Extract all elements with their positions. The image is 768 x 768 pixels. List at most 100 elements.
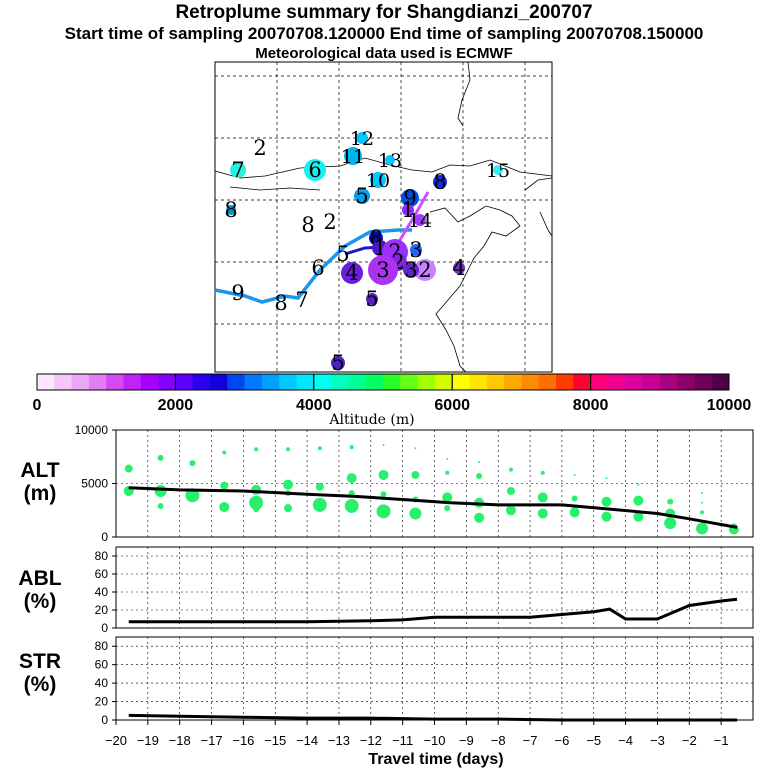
y-tick-label: 0 xyxy=(101,621,108,635)
map-marker-dot xyxy=(354,188,370,204)
colorbar-cell xyxy=(227,374,245,390)
map-marker-dot xyxy=(414,259,436,281)
altitude-point xyxy=(315,482,324,491)
altitude-point xyxy=(283,504,292,513)
x-tick-label: −16 xyxy=(232,733,254,748)
colorbar-cell xyxy=(677,374,695,390)
colorbar-cell xyxy=(54,374,72,390)
map-marker-label: 12 xyxy=(350,128,374,150)
colorbar-cell xyxy=(469,374,488,390)
colorbar-cell xyxy=(175,374,193,390)
map-marker-label: 1 xyxy=(401,198,414,222)
map-marker-label: 4 xyxy=(452,256,465,280)
map-marker-label: 6 xyxy=(308,158,321,182)
map-marker-dot xyxy=(331,356,345,370)
altitude-point xyxy=(376,504,391,519)
altitude-point xyxy=(696,522,709,535)
altitude-point xyxy=(189,460,196,467)
x-tick-label: −17 xyxy=(201,733,223,748)
map-marker-label: 6 xyxy=(311,256,324,280)
altitude-point xyxy=(633,495,644,506)
colorbar-cell xyxy=(573,374,591,390)
x-tick-label: −11 xyxy=(392,733,413,748)
altitude-point xyxy=(601,496,612,507)
colorbar-cell xyxy=(607,374,626,390)
colorbar-cell xyxy=(642,374,661,390)
altitude-point xyxy=(317,446,322,451)
altitude-point xyxy=(505,505,516,516)
colorbar-tick-label: 0 xyxy=(33,397,42,414)
colorbar-cell xyxy=(244,374,263,390)
map-marker-label: 8 xyxy=(301,213,314,237)
colorbar-tick-label: 4000 xyxy=(296,397,332,414)
x-axis-label: Travel time (days) xyxy=(368,751,503,768)
colorbar-cell xyxy=(88,374,107,390)
map-marker-dot xyxy=(341,262,363,284)
str-label: STR xyxy=(19,650,61,673)
altitude-point xyxy=(251,484,262,495)
abl-line xyxy=(128,597,738,624)
x-tick-label: −7 xyxy=(523,733,538,748)
map-marker-dot xyxy=(453,262,465,274)
altitude-mean-line xyxy=(128,486,738,529)
trajectory-line-blue xyxy=(214,228,412,304)
altitude-colorbar: 0 2000 4000 6000 8000 10000 Altitude (m) xyxy=(33,373,752,428)
map-marker-dot xyxy=(493,165,503,175)
chart-title: Retroplume summary for Shangdianzi_20070… xyxy=(175,2,593,23)
colorbar-cell xyxy=(504,374,522,390)
map-marker-label: 10 xyxy=(366,170,390,192)
x-tick-label: −12 xyxy=(360,733,382,748)
map-marker-label: 15 xyxy=(486,160,510,182)
colorbar-cell xyxy=(192,374,211,390)
map-marker-label: 9 xyxy=(403,186,416,210)
altitude-point xyxy=(633,511,644,522)
map-marker-label: 5 xyxy=(355,184,368,208)
colorbar-tick-label: 6000 xyxy=(434,397,470,414)
y-tick-label: 20 xyxy=(95,603,109,617)
altitude-point xyxy=(442,492,453,503)
colorbar-cell xyxy=(348,374,366,390)
meteorological-data-subtitle: Meteorological data used is ECMWF xyxy=(255,45,513,62)
altitude-point xyxy=(157,502,164,509)
y-tick-label: 0 xyxy=(101,713,108,727)
colorbar-cell xyxy=(521,374,539,390)
colorbar-cell xyxy=(434,374,453,390)
colorbar-cell xyxy=(590,374,609,390)
x-tick-label: −18 xyxy=(169,733,191,748)
map-marker-dot xyxy=(226,205,236,215)
altitude-point xyxy=(380,491,387,498)
altitude-point xyxy=(537,508,548,519)
colorbar-tick-label: 10000 xyxy=(707,397,752,414)
altitude-point xyxy=(569,507,580,518)
abl-label: ABL xyxy=(18,567,61,590)
altitude-point xyxy=(253,506,260,513)
altitude-point xyxy=(701,501,704,504)
colorbar-cell xyxy=(711,374,730,390)
x-tick-label: −15 xyxy=(264,733,286,748)
altitude-point xyxy=(444,505,451,512)
map-marker-dot xyxy=(356,132,368,144)
map-marker-label: 14 xyxy=(408,210,432,232)
y-tick-label: 10000 xyxy=(75,423,109,437)
map-marker-label: 8 xyxy=(433,170,446,194)
altitude-point xyxy=(222,450,227,455)
altitude-point xyxy=(157,454,164,461)
altitude-point xyxy=(667,498,674,505)
altitude-point xyxy=(378,469,389,480)
altitude-point xyxy=(700,510,705,515)
map-marker-label: 11 xyxy=(341,146,365,168)
altitude-point xyxy=(344,498,359,513)
colorbar-cell xyxy=(158,374,176,390)
str-unit: (%) xyxy=(24,673,57,696)
map-marker-label: 8 xyxy=(224,198,237,222)
colorbar-cell xyxy=(140,374,159,390)
altitude-point xyxy=(571,495,578,502)
altitude-point xyxy=(508,467,513,472)
y-tick-label: 5000 xyxy=(81,477,108,491)
altitude-point xyxy=(249,495,264,510)
altitude-point xyxy=(445,470,450,475)
y-tick-label: 0 xyxy=(101,530,108,544)
map-marker-label: 9 xyxy=(231,281,244,305)
